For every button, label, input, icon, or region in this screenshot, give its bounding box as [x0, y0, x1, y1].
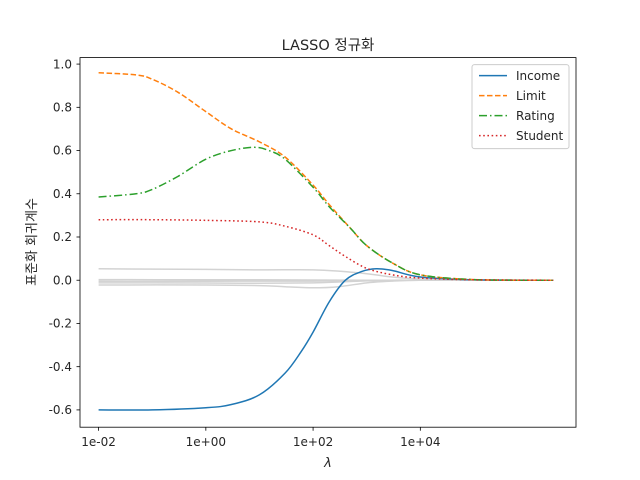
y-tick-label: -0.2	[49, 317, 72, 331]
x-tick-label: 1e+00	[186, 435, 226, 449]
x-tick-label: 1e+04	[400, 435, 440, 449]
legend-label-rating: Rating	[516, 109, 555, 123]
x-tick-label: 1e+02	[293, 435, 333, 449]
plot-frame	[79, 57, 577, 428]
legend-box	[471, 64, 570, 150]
legend-label-student: Student	[516, 129, 564, 143]
series-line-student	[98, 218, 554, 281]
x-axis: 1e-02 1e+00 1e+02 1e+04	[81, 427, 441, 449]
y-tick-label: 0.0	[53, 273, 72, 287]
legend-label-income: Income	[516, 69, 560, 83]
y-tick-label: -0.6	[49, 403, 72, 417]
legend: Income Limit Rating Student	[471, 64, 570, 150]
y-axis: -0.6 -0.4 -0.2 0.0 0.2 0.4 0.6 0.8 1.0	[49, 57, 80, 417]
x-axis-title: λ	[323, 456, 332, 471]
y-tick-label: 0.6	[53, 144, 72, 158]
y-tick-label: 0.8	[53, 101, 72, 115]
series-line-income	[98, 267, 554, 411]
series-line-rating	[98, 146, 554, 281]
y-tick-label: 1.0	[53, 57, 72, 71]
x-tick-label: 1e-02	[81, 435, 116, 449]
plot-area	[98, 71, 554, 411]
y-tick-label: 0.4	[53, 187, 72, 201]
background-series-line-1	[98, 268, 554, 282]
y-tick-label: -0.4	[49, 360, 72, 374]
y-axis-title: 표준화 회귀계수	[25, 198, 40, 286]
series-line-limit	[98, 71, 554, 281]
y-tick-label: 0.2	[53, 230, 72, 244]
chart-title: LASSO 정규화	[282, 37, 375, 54]
legend-label-limit: Limit	[516, 89, 546, 103]
